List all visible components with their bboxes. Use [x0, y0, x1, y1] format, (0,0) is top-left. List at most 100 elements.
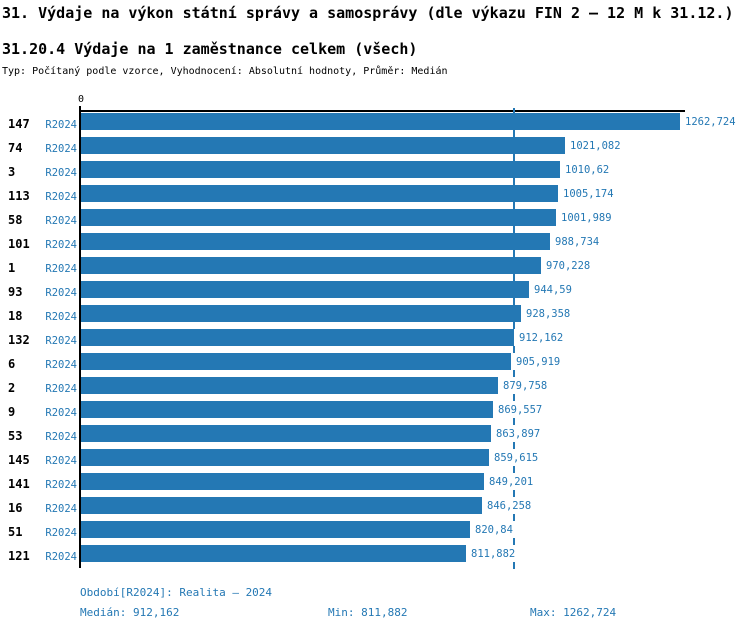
row-period-label: R2024 [45, 383, 77, 395]
bar-track: 863,897 [81, 424, 750, 448]
row-id-label: 93 [8, 285, 23, 299]
plot-top-border [79, 110, 685, 112]
footer-max-value: Max: 1262,724 [530, 606, 617, 619]
bar-track: 905,919 [81, 352, 750, 376]
row-id-label: 141 [8, 477, 30, 491]
row-id-label: 3 [8, 165, 16, 179]
bar-row: 2 R2024 879,758 [0, 376, 750, 400]
row-period-label: R2024 [45, 431, 77, 443]
row-id-label: 121 [8, 549, 30, 563]
bar-track: 1001,989 [81, 208, 750, 232]
bar [81, 113, 680, 130]
bar [81, 185, 558, 202]
bar-value-label: 811,882 [471, 548, 516, 560]
bar-track: 1010,62 [81, 160, 750, 184]
bar [81, 257, 541, 274]
footer-median-value: Medián: 912,162 [80, 606, 180, 619]
footer-period-label: Období[R2024]: Realita – 2024 [80, 586, 273, 599]
bar-track: 1021,082 [81, 136, 750, 160]
row-period-label: R2024 [45, 407, 77, 419]
bar-track: 944,59 [81, 280, 750, 304]
bar-row: 58 R2024 1001,989 [0, 208, 750, 232]
bar-track: 928,358 [81, 304, 750, 328]
row-id-label: 132 [8, 333, 30, 347]
bar-row: 74 R2024 1021,082 [0, 136, 750, 160]
bar-row: 53 R2024 863,897 [0, 424, 750, 448]
row-period-label: R2024 [45, 527, 77, 539]
row-period-label: R2024 [45, 311, 77, 323]
row-period-label: R2024 [45, 335, 77, 347]
bar-track: 912,162 [81, 328, 750, 352]
bar [81, 521, 470, 538]
bar-value-label: 1005,174 [563, 188, 614, 200]
bar-row: 16 R2024 846,258 [0, 496, 750, 520]
row-id-label: 6 [8, 357, 16, 371]
bar-track: 846,258 [81, 496, 750, 520]
row-period-label: R2024 [45, 119, 77, 131]
bar [81, 305, 521, 322]
row-period-label: R2024 [45, 215, 77, 227]
page-title: 31. Výdaje na výkon státní správy a samo… [2, 4, 734, 22]
row-id-label: 101 [8, 237, 30, 251]
row-id-label: 18 [8, 309, 23, 323]
row-period-label: R2024 [45, 455, 77, 467]
row-period-label: R2024 [45, 551, 77, 563]
chart-meta-line: Typ: Počítaný podle vzorce, Vyhodnocení:… [2, 66, 448, 77]
row-id-label: 58 [8, 213, 23, 227]
row-id-label: 51 [8, 525, 23, 539]
bar-value-label: 846,258 [487, 500, 532, 512]
bar-value-label: 928,358 [526, 308, 571, 320]
bar-track: 849,201 [81, 472, 750, 496]
bar-value-label: 869,557 [498, 404, 543, 416]
bar-value-label: 944,59 [534, 284, 572, 296]
bar-track: 820,84 [81, 520, 750, 544]
bar-row: 121 R2024 811,882 [0, 544, 750, 568]
bar [81, 497, 482, 514]
bar [81, 545, 466, 562]
bar-row: 145 R2024 859,615 [0, 448, 750, 472]
row-id-label: 1 [8, 261, 16, 275]
row-id-label: 147 [8, 117, 30, 131]
row-period-label: R2024 [45, 143, 77, 155]
row-id-label: 9 [8, 405, 16, 419]
bar-value-label: 863,897 [496, 428, 541, 440]
bar [81, 137, 565, 154]
bar-track: 869,557 [81, 400, 750, 424]
row-id-label: 53 [8, 429, 23, 443]
bar-value-label: 988,734 [555, 236, 600, 248]
bar-row: 6 R2024 905,919 [0, 352, 750, 376]
bar-value-label: 879,758 [503, 380, 548, 392]
bar [81, 353, 511, 370]
row-period-label: R2024 [45, 263, 77, 275]
bar [81, 281, 529, 298]
row-period-label: R2024 [45, 479, 77, 491]
footer-min-value: Min: 811,882 [328, 606, 408, 619]
row-period-label: R2024 [45, 239, 77, 251]
bar-row: 147 R2024 1262,724 [0, 112, 750, 136]
bar [81, 233, 550, 250]
bar-row: 101 R2024 988,734 [0, 232, 750, 256]
row-period-label: R2024 [45, 191, 77, 203]
y-axis-line [79, 106, 81, 568]
bar-track: 859,615 [81, 448, 750, 472]
row-id-label: 113 [8, 189, 30, 203]
bar [81, 209, 556, 226]
row-period-label: R2024 [45, 287, 77, 299]
bar-value-label: 1010,62 [565, 164, 610, 176]
bar [81, 401, 493, 418]
bar [81, 329, 514, 346]
bar-rows: 147 R2024 1262,724 74 R2024 1021,082 3 R… [0, 112, 750, 568]
bar-value-label: 970,228 [546, 260, 591, 272]
bar-track: 1262,724 [81, 112, 750, 136]
bar-row: 93 R2024 944,59 [0, 280, 750, 304]
bar-track: 988,734 [81, 232, 750, 256]
bar-row: 18 R2024 928,358 [0, 304, 750, 328]
bar-row: 141 R2024 849,201 [0, 472, 750, 496]
bar [81, 377, 498, 394]
median-reference-line [513, 108, 515, 570]
bar-track: 970,228 [81, 256, 750, 280]
bar-row: 113 R2024 1005,174 [0, 184, 750, 208]
row-id-label: 74 [8, 141, 23, 155]
bar-value-label: 1262,724 [685, 116, 736, 128]
